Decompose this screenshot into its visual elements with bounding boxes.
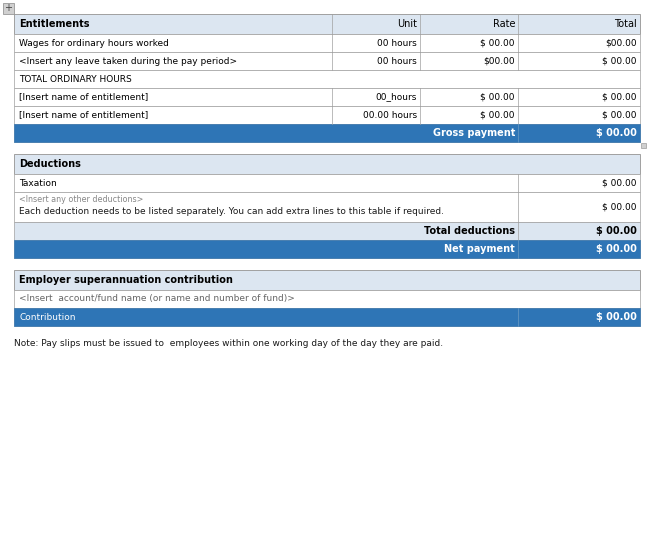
Text: $00.00: $00.00 bbox=[483, 57, 515, 66]
Text: 00_hours: 00_hours bbox=[376, 92, 417, 101]
Text: [Insert name of entitlement]: [Insert name of entitlement] bbox=[19, 92, 148, 101]
Text: Wages for ordinary hours worked: Wages for ordinary hours worked bbox=[19, 38, 169, 48]
Bar bbox=[14, 222, 640, 240]
Text: [Insert name of entitlement]: [Insert name of entitlement] bbox=[19, 111, 148, 120]
Bar bbox=[14, 88, 640, 106]
Bar bbox=[14, 308, 640, 326]
Text: $ 00.00: $ 00.00 bbox=[480, 92, 515, 101]
Text: $ 00.00: $ 00.00 bbox=[602, 178, 637, 187]
Text: 00 hours: 00 hours bbox=[377, 38, 417, 48]
Text: Each deduction needs to be listed separately. You can add extra lines to this ta: Each deduction needs to be listed separa… bbox=[19, 208, 444, 216]
Bar bbox=[14, 124, 640, 142]
Text: <Insert any leave taken during the pay period>: <Insert any leave taken during the pay p… bbox=[19, 57, 237, 66]
Text: $ 00.00: $ 00.00 bbox=[596, 226, 637, 236]
Bar bbox=[641, 143, 646, 148]
Bar bbox=[3, 3, 14, 14]
Text: $ 00.00: $ 00.00 bbox=[480, 38, 515, 48]
Text: Total deductions: Total deductions bbox=[424, 226, 515, 236]
Text: 00 hours: 00 hours bbox=[377, 57, 417, 66]
Text: Net payment: Net payment bbox=[444, 244, 515, 254]
Text: $ 00.00: $ 00.00 bbox=[602, 57, 637, 66]
Text: $ 00.00: $ 00.00 bbox=[596, 128, 637, 138]
Bar bbox=[14, 70, 640, 88]
Text: 00.00 hours: 00.00 hours bbox=[363, 111, 417, 120]
Text: Total: Total bbox=[614, 19, 637, 29]
Text: Unit: Unit bbox=[397, 19, 417, 29]
Text: <Insert any other deductions>: <Insert any other deductions> bbox=[19, 194, 144, 203]
Text: $ 00.00: $ 00.00 bbox=[602, 92, 637, 101]
Text: <Insert  account/fund name (or name and number of fund)>: <Insert account/fund name (or name and n… bbox=[19, 294, 295, 303]
Text: $ 00.00: $ 00.00 bbox=[602, 111, 637, 120]
Bar bbox=[14, 240, 640, 258]
Bar bbox=[14, 106, 640, 124]
Bar bbox=[14, 192, 640, 222]
Text: $ 00.00: $ 00.00 bbox=[602, 202, 637, 211]
Text: $ 00.00: $ 00.00 bbox=[480, 111, 515, 120]
Text: Entitlements: Entitlements bbox=[19, 19, 89, 29]
Text: Note: Pay slips must be issued to  employees within one working day of the day t: Note: Pay slips must be issued to employ… bbox=[14, 340, 443, 349]
Text: +: + bbox=[4, 3, 12, 13]
Text: $00.00: $00.00 bbox=[605, 38, 637, 48]
Bar bbox=[14, 52, 640, 70]
Bar bbox=[14, 270, 640, 290]
Text: Gross payment: Gross payment bbox=[432, 128, 515, 138]
Bar bbox=[14, 34, 640, 52]
Text: TOTAL ORDINARY HOURS: TOTAL ORDINARY HOURS bbox=[19, 75, 132, 83]
Text: $ 00.00: $ 00.00 bbox=[596, 312, 637, 322]
Bar bbox=[14, 174, 640, 192]
Text: Deductions: Deductions bbox=[19, 159, 81, 169]
Text: Rate: Rate bbox=[493, 19, 515, 29]
Text: Employer superannuation contribution: Employer superannuation contribution bbox=[19, 275, 233, 285]
Bar bbox=[14, 14, 640, 34]
Bar bbox=[14, 154, 640, 174]
Text: Taxation: Taxation bbox=[19, 178, 57, 187]
Text: $ 00.00: $ 00.00 bbox=[596, 244, 637, 254]
Bar bbox=[14, 290, 640, 308]
Text: Contribution: Contribution bbox=[19, 312, 75, 321]
